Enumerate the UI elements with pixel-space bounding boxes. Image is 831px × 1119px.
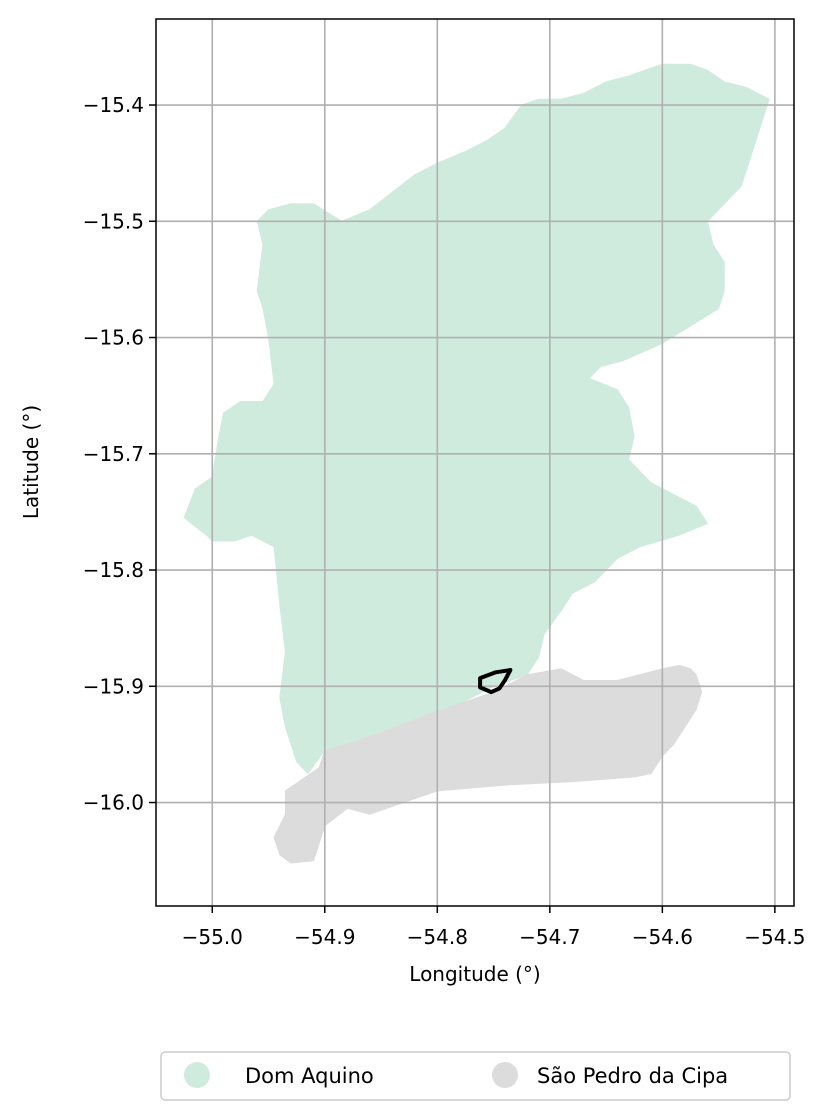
y-tick-label: −15.8	[83, 558, 144, 582]
x-tick-label: −54.6	[632, 925, 693, 949]
x-tick-label: −54.8	[407, 925, 468, 949]
legend-swatch-sao-pedro-da-cipa	[492, 1062, 518, 1088]
region-sao-pedro-da-cipa	[273, 664, 703, 864]
highlight-layer	[478, 668, 513, 695]
y-tick-label: −15.9	[83, 674, 144, 698]
legend: Dom Aquino São Pedro da Cipa	[160, 1051, 791, 1101]
x-tick-label: −55.0	[182, 925, 243, 949]
x-tick-label: −54.7	[519, 925, 580, 949]
y-tick-label: −15.5	[83, 209, 144, 233]
x-axis-label: Longitude (°)	[409, 962, 540, 986]
x-tick-label: −54.9	[294, 925, 355, 949]
highlighted-area-outline	[478, 668, 513, 695]
x-tick-label: −54.5	[744, 925, 805, 949]
y-tick-label: −15.6	[83, 326, 144, 350]
y-tick-label: −16.0	[83, 791, 144, 815]
legend-label-dom-aquino: Dom Aquino	[245, 1064, 374, 1088]
regions-layer	[183, 63, 770, 864]
region-dom-aquino	[183, 63, 770, 775]
legend-label-sao-pedro-da-cipa: São Pedro da Cipa	[537, 1064, 728, 1088]
y-tick-label: −15.4	[83, 93, 144, 117]
legend-frame	[160, 1051, 791, 1101]
legend-swatch-dom-aquino	[184, 1062, 210, 1088]
plot-frame	[155, 18, 795, 907]
y-axis-label: Latitude (°)	[19, 405, 43, 519]
y-axis-ticks: −15.4 −15.5 −15.6 −15.7 −15.8 −15.9 −16.0	[83, 93, 156, 815]
grid-layer	[156, 19, 794, 906]
y-tick-label: −15.7	[83, 442, 144, 466]
x-axis-ticks: −55.0 −54.9 −54.8 −54.7 −54.6 −54.5	[182, 906, 806, 949]
